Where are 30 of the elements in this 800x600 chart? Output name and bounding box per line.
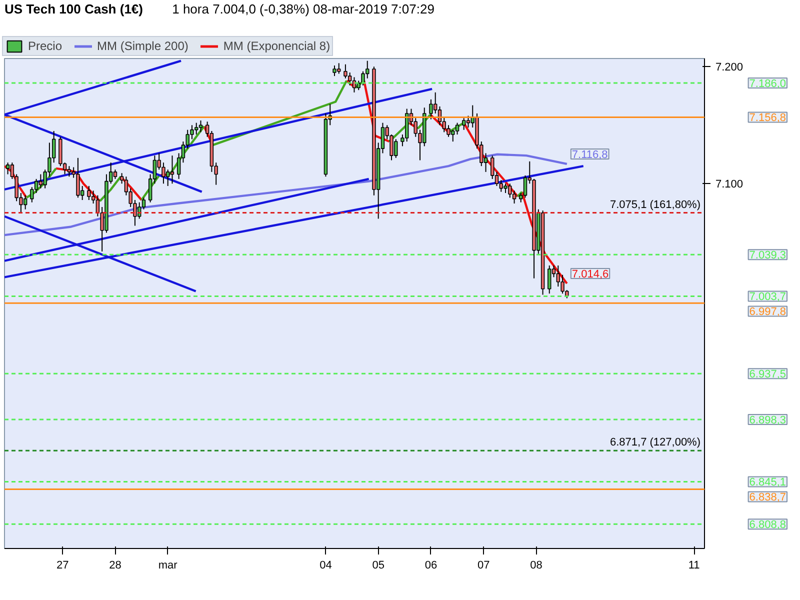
legend-label: Precio <box>28 39 62 53</box>
data-label: 7.014,6 <box>572 268 609 280</box>
chart-title: US Tech 100 Cash (1€) <box>4 2 143 17</box>
legend-label: MM (Exponencial 8) <box>223 39 330 53</box>
ref-line-label: 6.838,7 <box>749 492 786 504</box>
ref-line-label: 6.937,5 <box>749 368 786 381</box>
ref-line-label: 6.997,8 <box>749 306 786 318</box>
chart-subtitle: 1 hora 7.004,0 (-0,38%) 08-mar-2019 7:07:29 <box>172 2 434 17</box>
y-tick-label: 7.200 <box>716 62 744 74</box>
y-tick-label: 7.100 <box>716 178 744 191</box>
ref-line-label: 6.808,8 <box>749 519 786 532</box>
ref-line-label: 7.075,1 (161,80%) <box>610 198 701 211</box>
x-tick-label: 28 <box>109 560 122 572</box>
x-tick-label: 08 <box>530 560 542 572</box>
legend-label: MM (Simple 200) <box>97 39 188 53</box>
data-label: 7.116,8 <box>572 148 608 161</box>
x-tick-label: 06 <box>424 560 438 572</box>
x-tick-label: 07 <box>477 560 490 572</box>
x-tick-label: 04 <box>320 560 332 572</box>
ref-line-label: 7.039,3 <box>749 250 786 262</box>
x-tick-label: 05 <box>372 560 384 572</box>
ref-line-label: 7.156,8 <box>749 112 786 124</box>
x-tick-label: 27 <box>56 560 69 572</box>
ref-line-label: 7.186,0 <box>749 78 786 90</box>
ref-line-label: 6.871,7 (127,00%) <box>610 436 701 449</box>
ref-line-label: 6.845,1 <box>749 476 786 489</box>
x-tick-label: mar <box>158 560 178 572</box>
x-tick-label: 11 <box>688 560 700 572</box>
ref-line-label: 7.003,7 <box>749 291 786 304</box>
ref-line-label: 6.898,3 <box>749 414 786 427</box>
